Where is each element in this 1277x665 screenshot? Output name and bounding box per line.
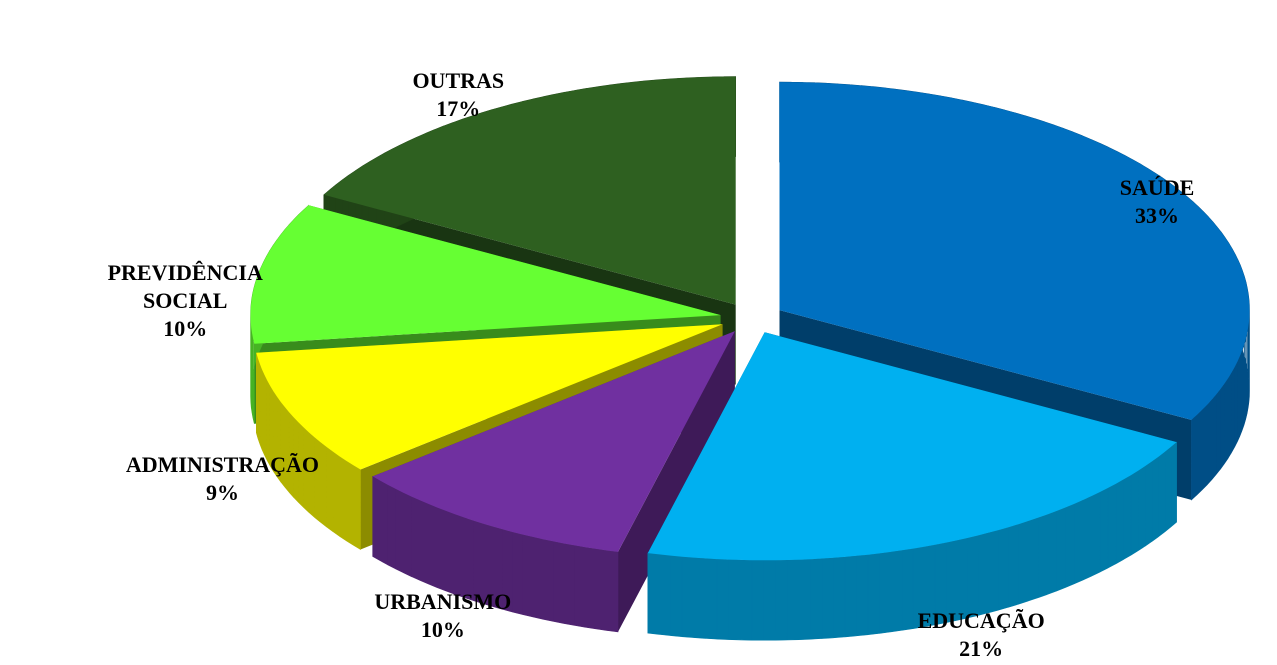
slice-label: OUTRAS 17% bbox=[412, 67, 504, 123]
category-label: ADMINISTRAÇÃO bbox=[125, 452, 320, 478]
slice-top bbox=[323, 76, 736, 305]
slice-side bbox=[647, 441, 1177, 641]
slice-label: EDUCAÇÃO 21% bbox=[918, 607, 1045, 663]
slice-top bbox=[647, 332, 1177, 561]
slice bbox=[372, 331, 735, 633]
category-label: URBANISMO bbox=[374, 588, 512, 614]
value-label: 10% bbox=[420, 616, 465, 642]
slice-label: SAÚDE 33% bbox=[1120, 174, 1195, 230]
slice-top bbox=[779, 82, 1250, 420]
category-label: PREVIDÊNCIA SOCIAL bbox=[107, 259, 263, 313]
value-label: 17% bbox=[436, 96, 481, 122]
value-label: 33% bbox=[1134, 203, 1179, 229]
value-label: 10% bbox=[163, 315, 208, 341]
value-label: 21% bbox=[959, 636, 1004, 661]
category-label: OUTRAS bbox=[412, 68, 505, 94]
slice-top bbox=[256, 324, 723, 470]
category-label: EDUCAÇÃO bbox=[917, 608, 1045, 633]
slice-label: URBANISMO 10% bbox=[374, 588, 511, 644]
slice-label: PREVIDÊNCIA SOCIAL 10% bbox=[85, 259, 285, 343]
slice-side bbox=[372, 475, 619, 633]
slice bbox=[647, 332, 1177, 641]
category-label: SAÚDE bbox=[1119, 175, 1195, 201]
slice-side bbox=[256, 352, 361, 551]
slice-label: ADMINISTRAÇÃO 9% bbox=[126, 451, 319, 507]
slice-top bbox=[250, 205, 721, 344]
value-label: 9% bbox=[205, 480, 239, 506]
slice-top bbox=[372, 331, 735, 552]
